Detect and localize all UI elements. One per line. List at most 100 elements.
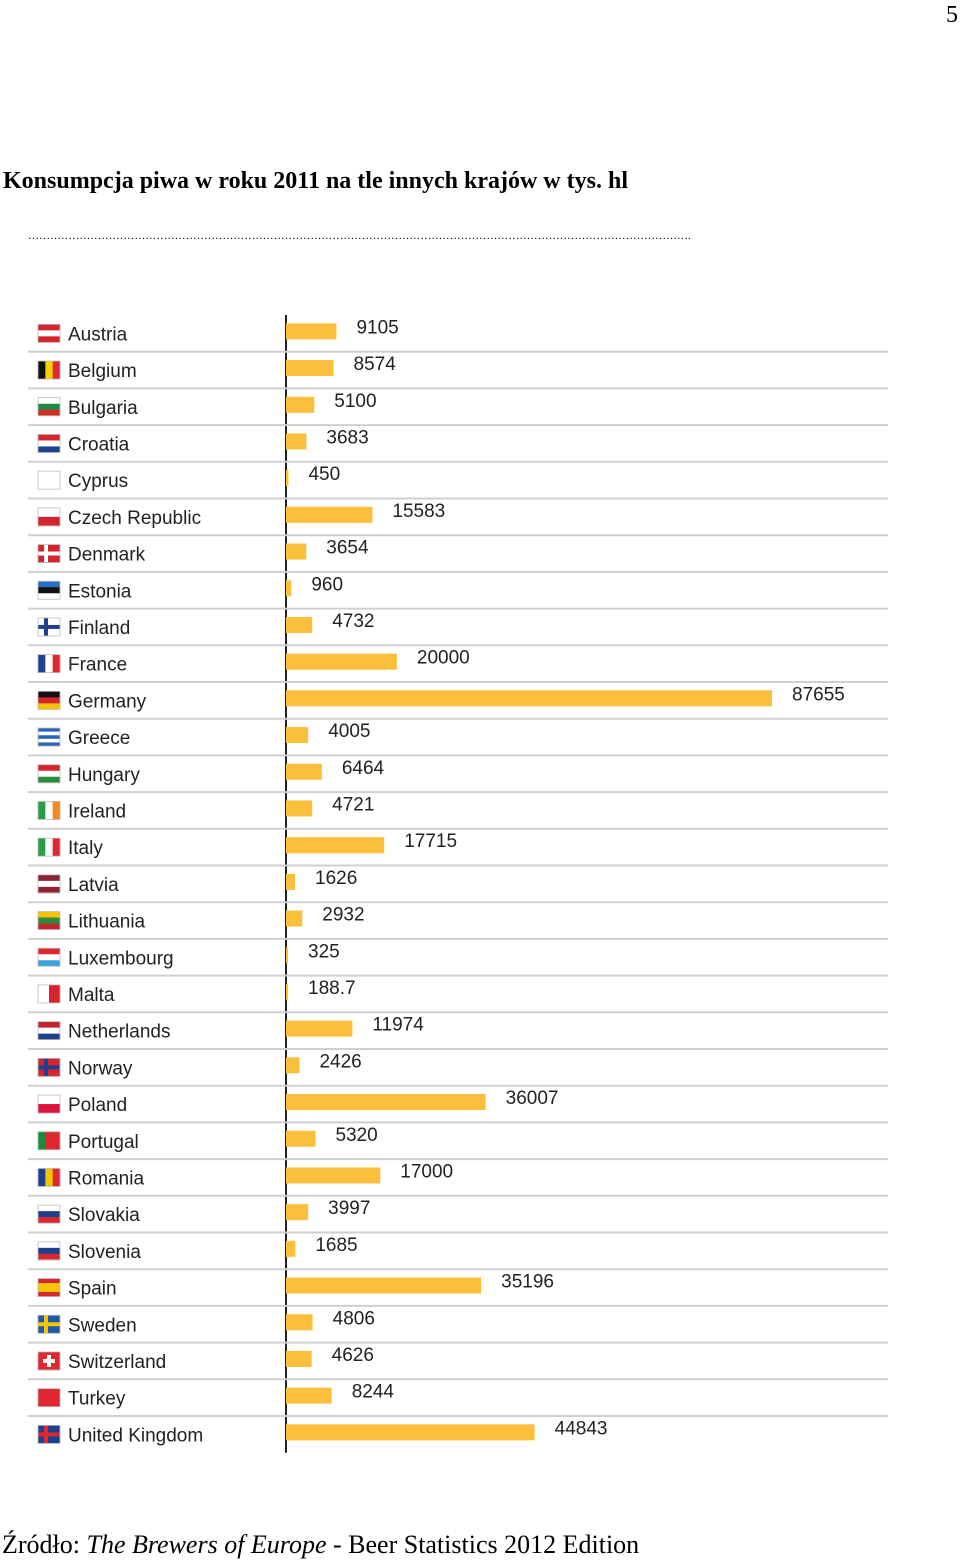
bar (286, 1167, 381, 1184)
country-label: Greece (68, 728, 130, 749)
country-label: Spain (68, 1279, 117, 1300)
flag-spain-icon (37, 1278, 61, 1297)
flag-ireland-icon (37, 801, 61, 820)
value-label: 5320 (335, 1125, 377, 1146)
value-label: 2932 (322, 905, 364, 926)
value-label: 188.7 (308, 978, 356, 999)
value-label: 4721 (332, 794, 374, 815)
country-label: Denmark (68, 545, 146, 566)
value-label: 6464 (342, 758, 385, 779)
country-label: Croatia (68, 434, 130, 455)
flag-finland-icon (37, 617, 61, 637)
value-label: 8244 (352, 1382, 395, 1403)
value-label: 17000 (400, 1161, 453, 1182)
bar (286, 1204, 309, 1221)
country-label: Luxembourg (68, 948, 174, 969)
bar (286, 470, 289, 487)
flag-croatia-icon (37, 434, 61, 453)
value-label: 44843 (555, 1418, 608, 1439)
bar (286, 1277, 482, 1294)
value-label: 20000 (417, 648, 470, 669)
country-label: Germany (68, 691, 147, 712)
flag-latvia-icon (37, 874, 61, 894)
bar (286, 433, 307, 450)
country-label: Austria (68, 324, 128, 345)
country-label: Poland (68, 1095, 127, 1116)
country-label: Latvia (68, 875, 119, 896)
bar (286, 323, 337, 340)
flag-denmark-icon (37, 544, 61, 563)
value-label: 8574 (354, 354, 397, 375)
bar (286, 837, 385, 854)
source-caption: Źródło: The Brewers of Europe - Beer Sta… (2, 1530, 639, 1560)
flag-greece-icon (37, 727, 61, 747)
bar (286, 763, 322, 780)
page-title: Konsumpcja piwa w roku 2011 na tle innyc… (3, 168, 628, 194)
bar (286, 1240, 296, 1257)
page-number: 5 (946, 2, 958, 28)
flag-netherlands-icon (37, 1021, 61, 1041)
country-label: Ireland (68, 801, 126, 822)
bar (286, 983, 288, 1000)
bar (286, 543, 307, 560)
country-label: Bulgaria (68, 398, 138, 419)
country-label: Cyprus (68, 471, 128, 492)
flag-estonia-icon (37, 580, 61, 600)
flag-norway-icon (37, 1057, 61, 1077)
value-label: 15583 (392, 501, 445, 522)
bar (286, 800, 313, 817)
country-label: France (68, 655, 127, 676)
flag-portugal-icon (37, 1131, 61, 1151)
value-label: 87655 (792, 684, 845, 705)
bar (286, 1094, 486, 1111)
country-label: Hungary (68, 765, 140, 786)
bar (286, 1350, 312, 1367)
country-label: Belgium (68, 361, 137, 382)
flag-turkey-icon (37, 1388, 61, 1408)
country-label: Sweden (68, 1315, 137, 1336)
country-label: Czech Republic (68, 508, 201, 529)
source-prefix: Źródło: (2, 1530, 87, 1559)
flag-malta-icon (37, 984, 61, 1004)
source-publisher: The Brewers of Europe (86, 1530, 327, 1559)
bar (286, 1314, 313, 1331)
value-label: 3683 (326, 427, 368, 448)
value-label: 36007 (506, 1088, 559, 1109)
bar (286, 910, 303, 927)
flag-lithuania-icon (37, 911, 61, 930)
value-label: 3997 (328, 1198, 370, 1219)
country-label: Switzerland (68, 1352, 166, 1373)
flag-romania-icon (37, 1168, 61, 1187)
country-label: Malta (68, 985, 115, 1006)
country-label: Slovakia (68, 1205, 140, 1226)
value-label: 9105 (356, 317, 398, 338)
value-label: 450 (308, 464, 340, 485)
flag-czech-republic-icon (37, 507, 61, 527)
flag-slovenia-icon (37, 1241, 61, 1261)
country-label: Romania (68, 1168, 144, 1189)
country-label: Estonia (68, 581, 132, 602)
value-label: 3654 (326, 538, 369, 559)
flag-belgium-icon (37, 360, 61, 380)
flag-hungary-icon (37, 764, 61, 784)
flag-bulgaria-icon (37, 397, 61, 417)
value-label: 2426 (319, 1051, 361, 1072)
flag-germany-icon (37, 690, 61, 710)
country-label: Italy (68, 838, 103, 859)
value-label: 325 (308, 941, 340, 962)
bar (286, 1387, 332, 1404)
beer-consumption-bar-chart: Austria 9105 Belgium 8574 Bulgaria 5100 Croati… (28, 315, 888, 1453)
value-label: 4732 (332, 611, 374, 632)
value-label: 4626 (332, 1345, 374, 1366)
bar (286, 727, 309, 744)
country-label: Norway (68, 1058, 133, 1079)
value-label: 11974 (372, 1015, 424, 1036)
value-label: 17715 (404, 831, 457, 852)
flag-italy-icon (37, 837, 61, 857)
flag-cyprus-icon (37, 470, 61, 490)
value-label: 35196 (501, 1272, 554, 1293)
flag-switzerland-icon (37, 1351, 61, 1371)
flag-france-icon (37, 654, 61, 674)
bar (286, 1424, 535, 1441)
flag-sweden-icon (37, 1314, 61, 1334)
